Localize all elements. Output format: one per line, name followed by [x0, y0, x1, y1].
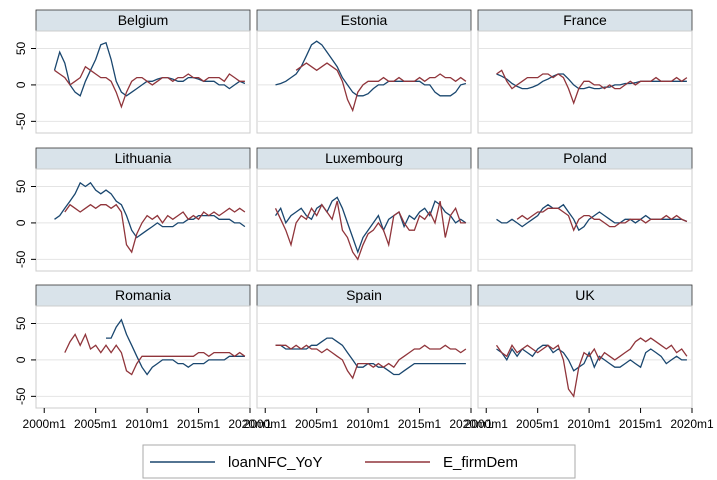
series-line	[53, 41, 246, 97]
x-tick-label: 2000m1	[244, 417, 288, 431]
plot-area	[477, 305, 693, 409]
x-tick-label: 2015m1	[619, 417, 663, 431]
series-line	[275, 337, 466, 376]
plot-area	[35, 168, 251, 272]
y-tick-label: -50	[14, 250, 28, 268]
y-tick-label: 50	[14, 179, 28, 193]
y-tick-label: 0	[14, 219, 28, 226]
series-line	[495, 337, 688, 398]
x-tick-label: 2020m1	[670, 417, 714, 431]
series-line	[54, 65, 245, 109]
x-tick-label: 2020m1	[228, 417, 272, 431]
series-line	[54, 181, 246, 239]
panel-title: France	[563, 12, 607, 28]
series-line	[275, 344, 467, 380]
series-line	[496, 69, 688, 106]
plot-area	[256, 168, 472, 272]
y-tick-label: -50	[14, 112, 28, 130]
panel-title: Luxembourg	[325, 150, 403, 166]
plot-area	[256, 305, 472, 409]
x-tick-label: 2015m1	[177, 417, 221, 431]
legend-label: loanNFC_YoY	[228, 454, 323, 471]
series-line	[106, 318, 245, 376]
series-line	[496, 73, 687, 90]
series-line	[64, 203, 246, 254]
series-line	[64, 332, 246, 376]
plot-area	[35, 305, 251, 409]
y-tick-label: -50	[14, 387, 28, 405]
panel-title: Poland	[563, 150, 607, 166]
panel-title: Belgium	[118, 12, 169, 28]
x-tick-label: 2000m1	[23, 417, 67, 431]
series-line	[516, 207, 688, 232]
x-tick-label: 2010m1	[567, 417, 611, 431]
panel-title: Estonia	[341, 12, 388, 28]
y-tick-label: 0	[14, 81, 28, 88]
x-tick-label: 2020m1	[449, 417, 493, 431]
x-tick-label: 2005m1	[516, 417, 560, 431]
x-tick-label: 2010m1	[125, 417, 169, 431]
series-line	[274, 200, 466, 261]
panel-title: Romania	[115, 287, 171, 303]
y-tick-label: 0	[14, 356, 28, 363]
x-tick-label: 2005m1	[295, 417, 339, 431]
panel-title: UK	[575, 287, 595, 303]
x-tick-label: 2015m1	[398, 417, 442, 431]
legend-label: E_firmDem	[443, 454, 518, 471]
plot-area	[256, 30, 472, 134]
y-tick-label: 50	[14, 41, 28, 55]
x-tick-label: 2010m1	[346, 417, 390, 431]
series-line	[295, 62, 467, 113]
panel-title: Lithuania	[115, 150, 172, 166]
x-tick-label: 2000m1	[465, 417, 509, 431]
y-tick-label: 50	[14, 316, 28, 330]
panel-title: Spain	[346, 287, 382, 303]
series-line	[275, 40, 467, 97]
x-tick-label: 2005m1	[74, 417, 118, 431]
series-line	[496, 344, 687, 372]
